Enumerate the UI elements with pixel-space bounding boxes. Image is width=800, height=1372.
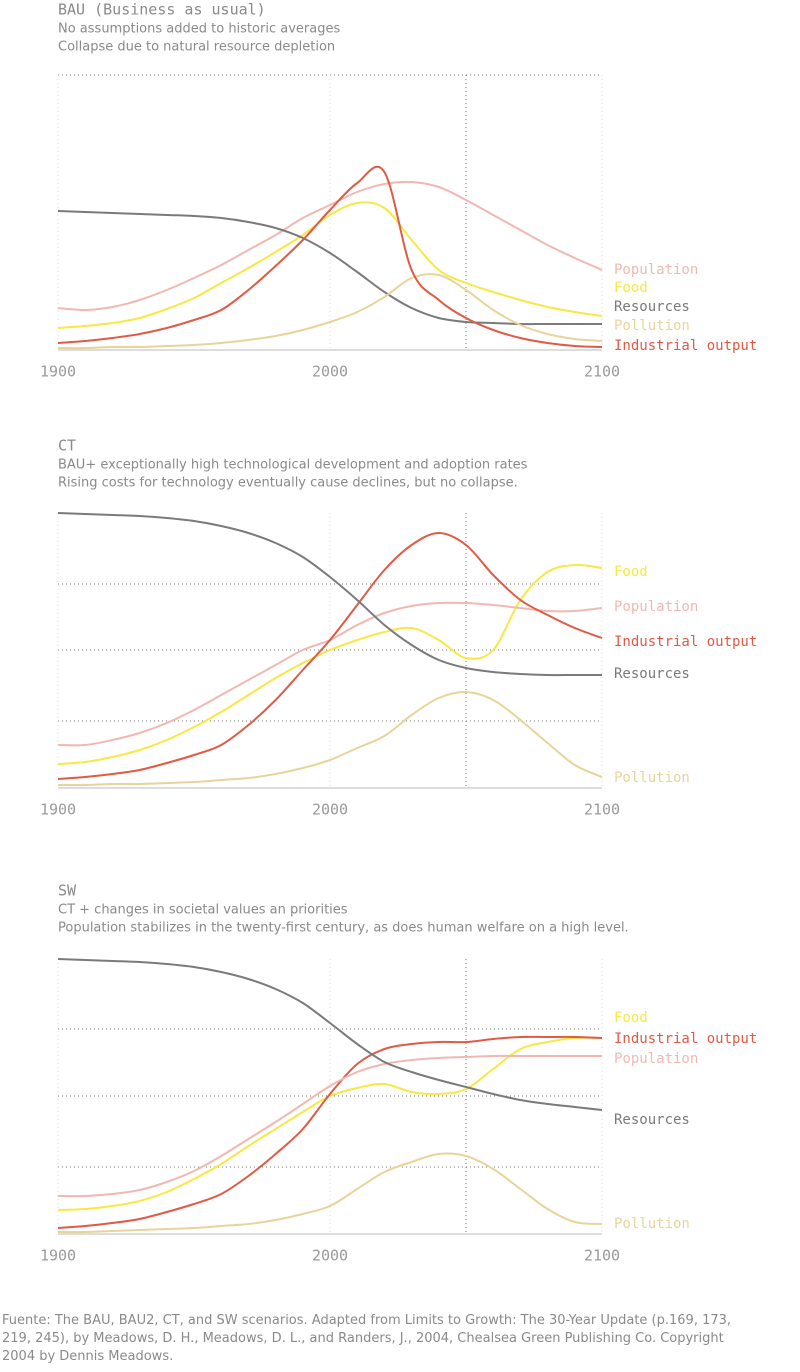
source-note: Fuente: The BAU, BAU2, CT, and SW scenar… [2, 1313, 732, 1364]
series-label: Industrial output [614, 1031, 757, 1047]
x-tick-label: 1900 [40, 1247, 76, 1265]
x-tick-label: 2000 [312, 1247, 348, 1265]
x-tick-label: 2100 [584, 1247, 620, 1265]
series-label: Resources [614, 299, 690, 315]
x-tick-label: 2000 [312, 801, 348, 819]
chart-subtitle: Collapse due to natural resource depleti… [58, 40, 335, 55]
chart-title: SW [58, 882, 77, 900]
x-tick-label: 1900 [40, 363, 76, 381]
series-label: Resources [614, 1112, 690, 1128]
series-label: Food [614, 564, 648, 580]
series-line [57, 210, 602, 326]
series-line [57, 531, 603, 780]
series-label: Population [614, 599, 698, 615]
chart-subtitle: BAU+ exceptionally high technological de… [58, 458, 528, 473]
chart-title: CT [58, 437, 76, 455]
series-label: Population [614, 262, 698, 278]
series-label: Pollution [614, 318, 690, 334]
series-label: Pollution [614, 1216, 690, 1232]
series-label: Industrial output [614, 634, 757, 650]
series-line [57, 201, 603, 329]
chart-subtitle: CT + changes in societal values an prior… [58, 903, 348, 918]
series-line [57, 1152, 603, 1234]
x-tick-label: 2100 [584, 801, 620, 819]
series-line [57, 180, 603, 312]
series-line [57, 563, 603, 765]
series-line [57, 273, 603, 350]
series-line [57, 1054, 602, 1198]
series-line [57, 512, 602, 677]
chart-subtitle: No assumptions added to historic average… [58, 22, 340, 37]
series-line [57, 1035, 603, 1229]
series-line [57, 1036, 603, 1211]
chart-subtitle: Rising costs for technology eventually c… [58, 476, 518, 491]
series-label: Pollution [614, 770, 690, 786]
x-tick-label: 2000 [312, 363, 348, 381]
series-label: Food [614, 1010, 648, 1026]
chart-subtitle: Population stabilizes in the twenty-firs… [58, 921, 629, 936]
series-line [57, 958, 603, 1111]
series-label: Resources [614, 666, 690, 682]
charts: BAU (Business as usual) No assumptions ad… [40, 1, 757, 1265]
series-label: Industrial output [614, 338, 757, 354]
series-label: Population [614, 1051, 698, 1067]
series-line [57, 690, 603, 787]
series-label: Food [614, 280, 648, 296]
x-tick-label: 2100 [584, 363, 620, 381]
series-line [57, 165, 603, 348]
chart-title: BAU (Business as usual) [58, 1, 266, 19]
x-tick-label: 1900 [40, 801, 76, 819]
